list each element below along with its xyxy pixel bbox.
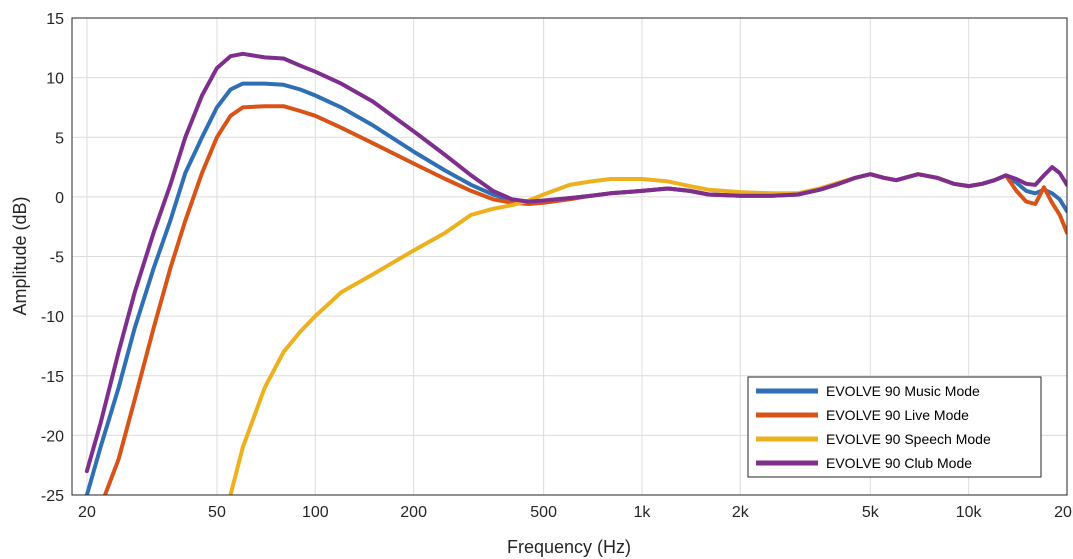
plot-frame [71, 17, 1068, 496]
x-tick-label: 100 [302, 504, 329, 521]
x-tick-label: 10k [956, 504, 983, 521]
legend: EVOLVE 90 Music Mode EVOLVE 90 Live Mode E… [747, 376, 1042, 478]
x-tick-label: 2k [732, 504, 750, 521]
x-tick-label: 500 [530, 504, 557, 521]
y-tick-label: 5 [55, 130, 64, 147]
y-tick-label: 10 [46, 71, 64, 88]
series-line-4 [84, 51, 1067, 474]
series-lines [84, 51, 1067, 495]
y-tick-label: -20 [41, 428, 64, 445]
legend-label-4: EVOLVE 90 Club Mode [826, 455, 972, 471]
y-axis-label: Amplitude (dB) [10, 196, 30, 315]
legend-label-2: EVOLVE 90 Live Mode [826, 407, 969, 423]
x-tick-label: 200 [400, 504, 427, 521]
x-tick-label: 20 [78, 504, 96, 521]
legend-label-1: EVOLVE 90 Music Mode [826, 383, 980, 399]
y-tick-label: -5 [50, 250, 64, 267]
y-axis-ticks: 15 10 5 0 -5 -10 -15 -20 -25 [41, 11, 64, 505]
y-tick-label: -15 [41, 369, 64, 386]
x-tick-label: 5k [862, 504, 880, 521]
x-axis-ticks: 20 50 100 200 500 1k 2k 5k 10k 20k [78, 504, 1073, 521]
x-axis-label: Frequency (Hz) [507, 537, 631, 557]
legend-box [747, 376, 1042, 478]
x-tick-label: 1k [634, 504, 652, 521]
legend-label-3: EVOLVE 90 Speech Mode [826, 431, 991, 447]
y-tick-label: 15 [46, 11, 64, 28]
x-tick-label: 20k [1054, 504, 1073, 521]
y-tick-label: 0 [55, 190, 64, 207]
x-tick-label: 50 [208, 504, 226, 521]
y-tick-label: -10 [41, 309, 64, 326]
y-tick-label: -25 [41, 488, 64, 505]
